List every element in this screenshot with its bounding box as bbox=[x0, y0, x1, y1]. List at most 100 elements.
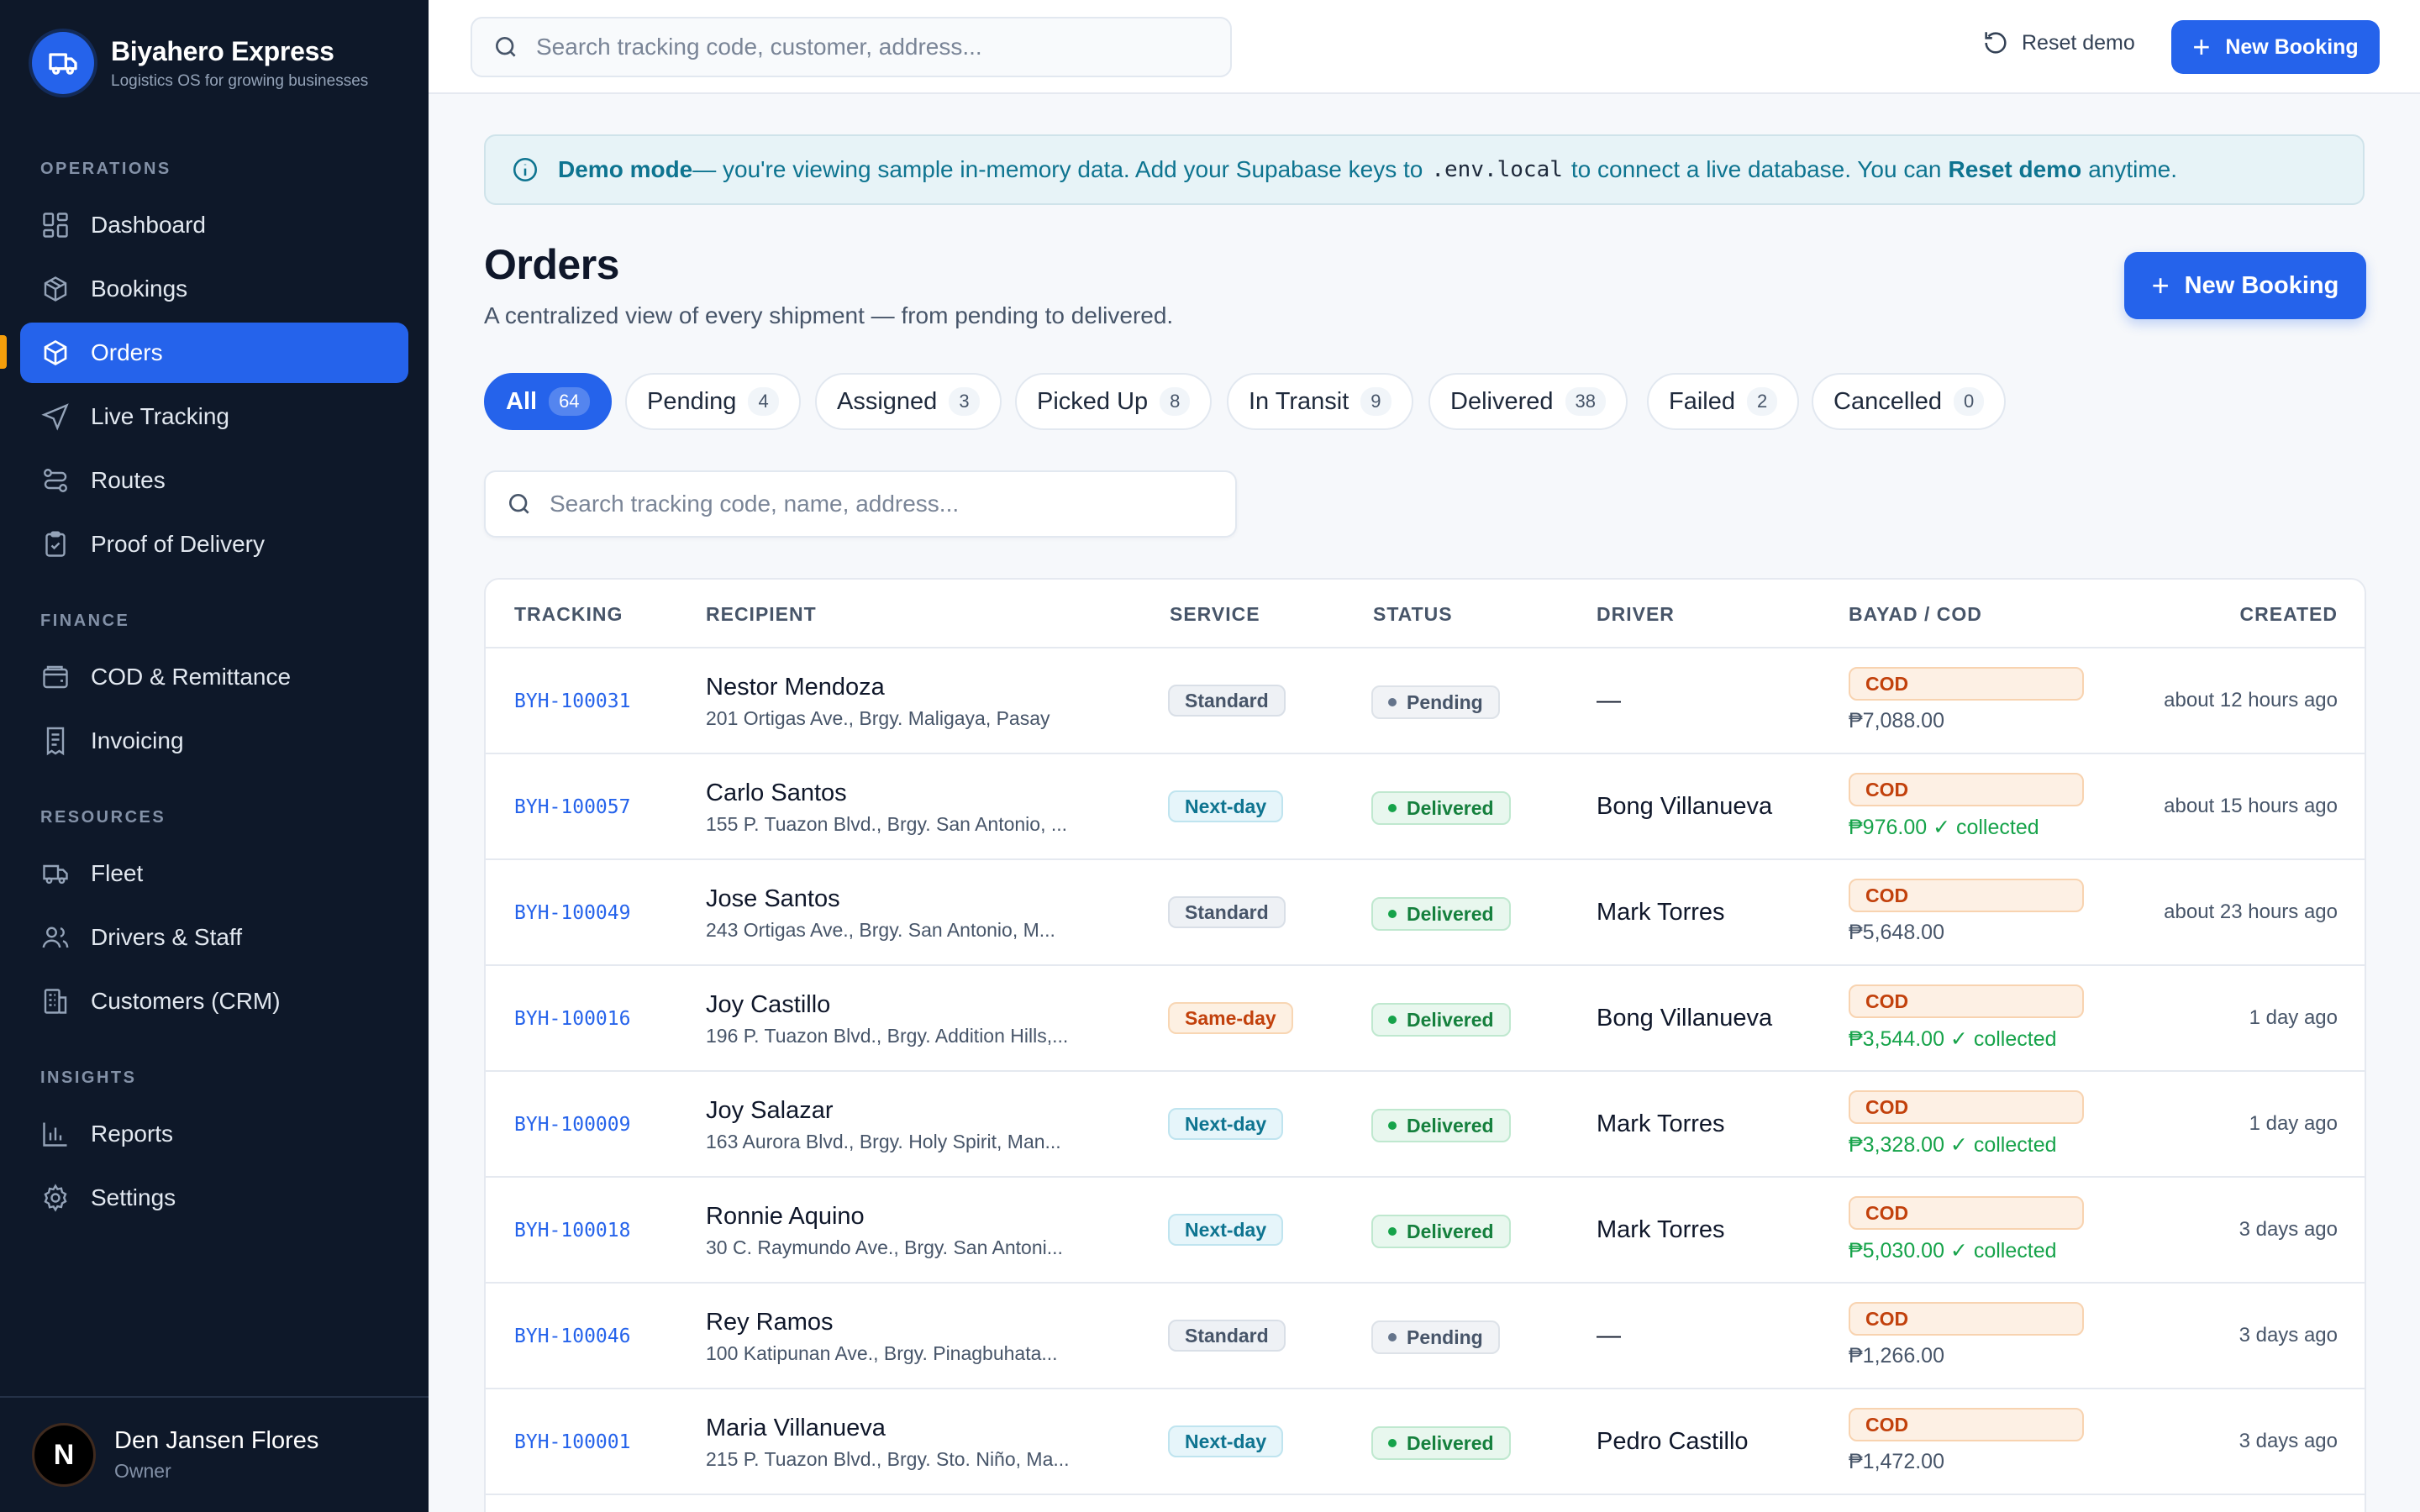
recipient-name: Carlo Santos bbox=[706, 780, 847, 806]
status-badge: Delivered bbox=[1371, 1426, 1511, 1460]
recipient-name: Jose Santos bbox=[706, 885, 840, 912]
sidebar-item-cod-remittance[interactable]: COD & Remittance bbox=[20, 647, 408, 707]
table-row[interactable]: BYH-100046 Rey Ramos 100 Katipunan Ave.,… bbox=[486, 1284, 2365, 1389]
column-header-cod[interactable]: BAYAD / COD bbox=[1849, 603, 1982, 625]
tracking-code-link[interactable]: BYH-100057 bbox=[514, 796, 631, 818]
nav-section-operations: OPERATIONS bbox=[40, 160, 171, 178]
table-row[interactable]: BYH-100057 Carlo Santos 155 P. Tuazon Bl… bbox=[486, 754, 2365, 860]
column-header-created[interactable]: CREATED bbox=[2239, 603, 2338, 625]
sidebar-item-routes[interactable]: Routes bbox=[20, 450, 408, 511]
recipient-name: Joy Salazar bbox=[706, 1097, 834, 1124]
new-booking-primary-button[interactable]: + New Booking bbox=[2124, 252, 2366, 319]
clipboard-check-icon bbox=[45, 531, 66, 557]
sidebar: Biyahero Express Logistics OS for growin… bbox=[0, 0, 429, 1512]
status-badge: Delivered bbox=[1371, 791, 1511, 825]
sidebar-item-label: Fleet bbox=[91, 860, 144, 886]
orders-search-input[interactable] bbox=[550, 491, 1235, 517]
page-subtitle: A centralized view of every shipment — f… bbox=[484, 302, 1174, 328]
users-icon bbox=[42, 927, 69, 948]
sidebar-item-settings[interactable]: Settings bbox=[20, 1168, 408, 1228]
tracking-code-link[interactable]: BYH-100018 bbox=[514, 1220, 631, 1242]
tab-label: All bbox=[506, 387, 538, 415]
tab-count: 3 bbox=[949, 387, 980, 416]
tab-label: Failed bbox=[1669, 387, 1735, 415]
tab-in-transit[interactable]: In Transit 9 bbox=[1227, 373, 1413, 430]
tab-count: 4 bbox=[748, 387, 779, 416]
brand[interactable]: Biyahero Express Logistics OS for growin… bbox=[32, 32, 368, 94]
tracking-code-link[interactable]: BYH-100001 bbox=[514, 1431, 631, 1453]
sidebar-item-label: COD & Remittance bbox=[91, 664, 292, 690]
tracking-code-link[interactable]: BYH-100049 bbox=[514, 902, 631, 924]
cod-amount: ₱3,328.00 ✓ collected bbox=[1849, 1133, 2057, 1157]
sidebar-item-proof-of-delivery[interactable]: Proof of Delivery bbox=[20, 514, 408, 575]
tab-failed[interactable]: Failed 2 bbox=[1647, 373, 1800, 430]
tab-assigned[interactable]: Assigned 3 bbox=[815, 373, 1002, 430]
sidebar-item-invoicing[interactable]: Invoicing bbox=[20, 711, 408, 771]
route-icon bbox=[44, 469, 67, 492]
orders-search[interactable] bbox=[484, 470, 1237, 538]
status-label: Delivered bbox=[1407, 902, 1494, 925]
column-header-recipient[interactable]: RECIPIENT bbox=[706, 603, 817, 625]
recipient-name: Maria Villanueva bbox=[706, 1415, 886, 1441]
global-search-input[interactable] bbox=[536, 34, 1230, 60]
table-row[interactable]: BYH-100009 Joy Salazar 163 Aurora Blvd.,… bbox=[486, 1072, 2365, 1178]
tracking-code-link[interactable]: BYH-100046 bbox=[514, 1326, 631, 1347]
column-header-driver[interactable]: DRIVER bbox=[1597, 603, 1675, 625]
service-badge: Standard bbox=[1168, 896, 1286, 928]
sidebar-item-dashboard[interactable]: Dashboard bbox=[20, 195, 408, 255]
tracking-code-link[interactable]: BYH-100016 bbox=[514, 1008, 631, 1030]
tab-delivered[interactable]: Delivered 38 bbox=[1428, 373, 1628, 430]
table-row[interactable]: BYH-100016 Joy Castillo 196 P. Tuazon Bl… bbox=[486, 966, 2365, 1072]
status-label: Pending bbox=[1407, 690, 1483, 713]
reset-demo-link[interactable]: Reset demo bbox=[1948, 156, 2082, 182]
new-booking-button[interactable]: + New Booking bbox=[2171, 20, 2380, 74]
table-row[interactable]: BYH-100049 Jose Santos 243 Ortigas Ave.,… bbox=[486, 860, 2365, 966]
service-badge: Next-day bbox=[1168, 790, 1284, 822]
global-search[interactable] bbox=[471, 17, 1232, 77]
cod-amount: ₱3,544.00 ✓ collected bbox=[1849, 1027, 2057, 1051]
sidebar-item-bookings[interactable]: Bookings bbox=[20, 259, 408, 319]
tab-cancelled[interactable]: Cancelled 0 bbox=[1812, 373, 2007, 430]
status-badge: Delivered bbox=[1371, 1003, 1511, 1037]
driver-name: Mark Torres bbox=[1597, 899, 1725, 926]
tab-label: In Transit bbox=[1249, 387, 1349, 415]
sidebar-item-label: Settings bbox=[91, 1184, 176, 1210]
table-row[interactable]: BYH-100018 Ronnie Aquino 30 C. Raymundo … bbox=[486, 1178, 2365, 1284]
invoice-icon bbox=[46, 727, 65, 756]
created-time: about 15 hours ago bbox=[2164, 795, 2338, 817]
column-header-tracking[interactable]: TRACKING bbox=[514, 603, 623, 625]
search-icon bbox=[496, 37, 516, 57]
brand-tagline: Logistics OS for growing businesses bbox=[111, 71, 369, 90]
status-dot bbox=[1388, 1227, 1397, 1236]
tracking-code-link[interactable]: BYH-100009 bbox=[514, 1114, 631, 1136]
table-row[interactable]: BYH-100001 Maria Villanueva 215 P. Tuazo… bbox=[486, 1389, 2365, 1495]
recipient-address: 100 Katipunan Ave., Brgy. Pinagbuhata... bbox=[706, 1342, 1058, 1364]
recipient-address: 30 C. Raymundo Ave., Brgy. San Antoni... bbox=[706, 1236, 1063, 1258]
recipient-address: 196 P. Tuazon Blvd., Brgy. Addition Hill… bbox=[706, 1025, 1069, 1047]
tab-picked-up[interactable]: Picked Up 8 bbox=[1015, 373, 1213, 430]
column-header-status[interactable]: STATUS bbox=[1373, 603, 1453, 625]
reset-demo-button[interactable]: Reset demo bbox=[1981, 29, 2135, 57]
sidebar-item-drivers-staff[interactable]: Drivers & Staff bbox=[20, 907, 408, 968]
building-icon bbox=[44, 989, 67, 1014]
status-dot bbox=[1388, 1333, 1397, 1341]
sidebar-item-live-tracking[interactable]: Live Tracking bbox=[20, 386, 408, 447]
table-row[interactable]: BYH-100031 Nestor Mendoza 201 Ortigas Av… bbox=[486, 648, 2365, 754]
sidebar-item-fleet[interactable]: Fleet bbox=[20, 843, 408, 904]
tab-pending[interactable]: Pending 4 bbox=[625, 373, 801, 430]
driver-name: Bong Villanueva bbox=[1597, 1005, 1773, 1032]
column-header-service[interactable]: SERVICE bbox=[1170, 603, 1260, 625]
status-label: Delivered bbox=[1407, 1114, 1494, 1137]
created-time: 3 days ago bbox=[2238, 1324, 2338, 1347]
tab-count: 8 bbox=[1160, 387, 1191, 416]
sidebar-item-orders[interactable]: Orders bbox=[20, 323, 408, 383]
tracking-code-link[interactable]: BYH-100031 bbox=[514, 690, 631, 712]
sidebar-item-label: Orders bbox=[91, 339, 163, 365]
sidebar-item-reports[interactable]: Reports bbox=[20, 1104, 408, 1164]
sidebar-item-customers-crm[interactable]: Customers (CRM) bbox=[20, 971, 408, 1032]
created-time: 1 day ago bbox=[2249, 1006, 2338, 1029]
driver-name: Bong Villanueva bbox=[1597, 793, 1773, 820]
user-profile[interactable]: N Den Jansen Flores Owner bbox=[0, 1396, 429, 1512]
tab-all[interactable]: All 64 bbox=[484, 373, 612, 430]
plus-icon: + bbox=[2151, 268, 2170, 302]
